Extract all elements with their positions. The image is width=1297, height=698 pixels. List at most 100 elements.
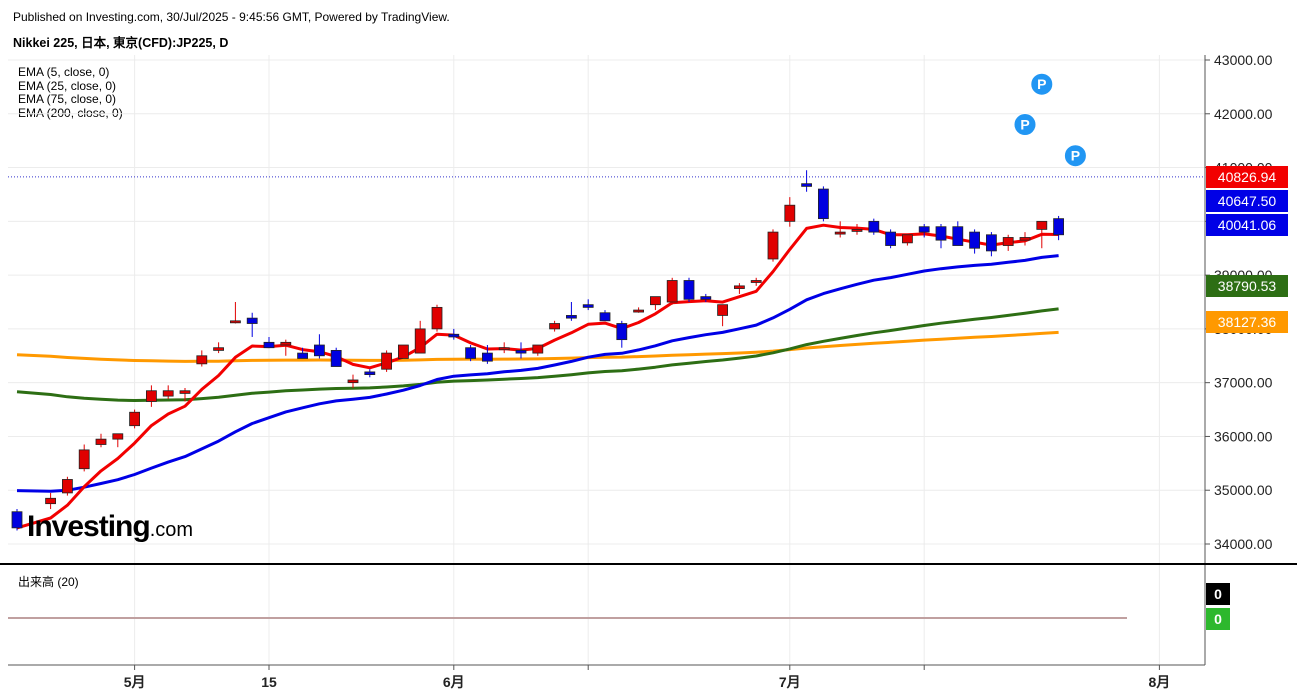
candle bbox=[162, 385, 174, 399]
candle-body bbox=[666, 280, 678, 303]
candle-body bbox=[734, 285, 745, 289]
candle bbox=[45, 492, 56, 510]
logo-suffix: .com bbox=[149, 519, 194, 541]
candle bbox=[1036, 220, 1048, 249]
candle-body bbox=[129, 411, 141, 427]
legend-ema75[interactable]: EMA (75, close, 0) bbox=[18, 92, 117, 107]
axes: 43000.0042000.0041000.0040000.0039000.00… bbox=[0, 52, 1297, 690]
candle bbox=[902, 234, 913, 246]
price-label: 40826.94 bbox=[1206, 166, 1288, 188]
candle bbox=[62, 476, 73, 496]
y-tick-label: 36000.00 bbox=[1214, 428, 1273, 444]
candle-body bbox=[313, 344, 325, 357]
candle-body bbox=[784, 204, 796, 222]
volume-label: 出来高 (20) bbox=[18, 575, 79, 589]
candle-body bbox=[179, 390, 191, 394]
candle-body bbox=[599, 312, 611, 322]
candle bbox=[801, 170, 812, 192]
candle bbox=[986, 232, 997, 257]
candle-body bbox=[515, 349, 527, 354]
candle bbox=[196, 350, 208, 367]
candle bbox=[78, 444, 90, 472]
price-label-bg bbox=[1206, 275, 1288, 297]
candle bbox=[465, 345, 477, 362]
candle-body bbox=[935, 226, 947, 241]
candle-body bbox=[952, 226, 964, 246]
candle bbox=[750, 277, 762, 286]
candle bbox=[246, 312, 258, 337]
candle bbox=[364, 369, 376, 378]
legend-ema25[interactable]: EMA (25, close, 0) bbox=[18, 78, 117, 93]
price-label-text: 38127.36 bbox=[1218, 314, 1277, 330]
candle-body bbox=[633, 309, 644, 313]
candle bbox=[650, 296, 661, 311]
candle bbox=[818, 186, 829, 222]
candle bbox=[448, 328, 460, 340]
published-text: Published on Investing.com, 30/Jul/2025 … bbox=[13, 10, 450, 24]
candle bbox=[918, 224, 930, 238]
price-label-bg bbox=[1206, 190, 1288, 212]
candle-body bbox=[229, 320, 241, 324]
legend-ema200[interactable]: EMA (200, close, 0) bbox=[18, 105, 123, 120]
candle-body bbox=[717, 304, 728, 316]
candle-body bbox=[969, 231, 980, 249]
ema25-line bbox=[16, 254, 1059, 493]
candle bbox=[683, 277, 695, 302]
candle-body bbox=[397, 344, 409, 359]
candle-body bbox=[767, 231, 779, 260]
indicator-legend: EMA (5, close, 0) EMA (25, close, 0) EMA… bbox=[18, 65, 123, 120]
price-label: 38127.36 bbox=[1206, 311, 1288, 333]
candle-body bbox=[549, 323, 560, 330]
p-marker: P bbox=[1063, 144, 1087, 168]
price-label-text: 38790.53 bbox=[1218, 278, 1277, 294]
candle-body bbox=[45, 497, 56, 505]
candle bbox=[112, 433, 124, 448]
candle-body bbox=[62, 479, 73, 494]
candle bbox=[431, 304, 443, 332]
price-label: 38790.53 bbox=[1206, 275, 1288, 297]
price-labels: 40826.94 40647.50 40041.06 38790.53 38127.36… bbox=[1206, 166, 1288, 630]
volume-value-text: 0 bbox=[1214, 611, 1222, 627]
candle-body bbox=[213, 347, 225, 351]
candle bbox=[347, 374, 359, 389]
candle-body bbox=[986, 234, 997, 252]
x-tick-label: 6月 bbox=[443, 674, 465, 690]
candle bbox=[229, 302, 241, 324]
p-marker-circle bbox=[1013, 113, 1037, 137]
candle-body bbox=[834, 231, 846, 235]
candle-body bbox=[263, 341, 275, 349]
candle-body bbox=[868, 220, 880, 233]
y-tick-label: 43000.00 bbox=[1214, 52, 1273, 68]
candle-body bbox=[112, 433, 124, 440]
x-tick-label: 15 bbox=[261, 674, 277, 690]
legend-ema5[interactable]: EMA (5, close, 0) bbox=[18, 65, 110, 79]
price-label-bg bbox=[1206, 311, 1288, 333]
candle bbox=[11, 509, 23, 531]
candle-body bbox=[851, 228, 863, 232]
candle-body bbox=[650, 296, 661, 306]
candle-body bbox=[448, 333, 460, 338]
candle bbox=[179, 388, 191, 402]
p-marker-label: P bbox=[1020, 117, 1029, 133]
candle bbox=[481, 345, 493, 364]
candle bbox=[851, 224, 863, 235]
ema-lines bbox=[16, 223, 1059, 530]
investing-logo: Investing.com bbox=[27, 510, 193, 544]
candle-body bbox=[1036, 220, 1048, 230]
price-label: 40647.50 bbox=[1206, 190, 1288, 212]
price-label-text: 40647.50 bbox=[1218, 193, 1277, 209]
candle-body bbox=[246, 317, 258, 324]
candle-body bbox=[481, 352, 493, 362]
candle bbox=[297, 347, 309, 359]
candle bbox=[313, 334, 325, 359]
candle-body bbox=[582, 304, 594, 308]
candle bbox=[666, 277, 678, 305]
candle-body bbox=[414, 328, 426, 354]
candle bbox=[717, 304, 728, 327]
candle-body bbox=[381, 352, 393, 370]
candle bbox=[599, 310, 611, 322]
y-tick-label: 35000.00 bbox=[1214, 482, 1273, 498]
candle bbox=[145, 385, 157, 407]
candle bbox=[784, 197, 796, 227]
